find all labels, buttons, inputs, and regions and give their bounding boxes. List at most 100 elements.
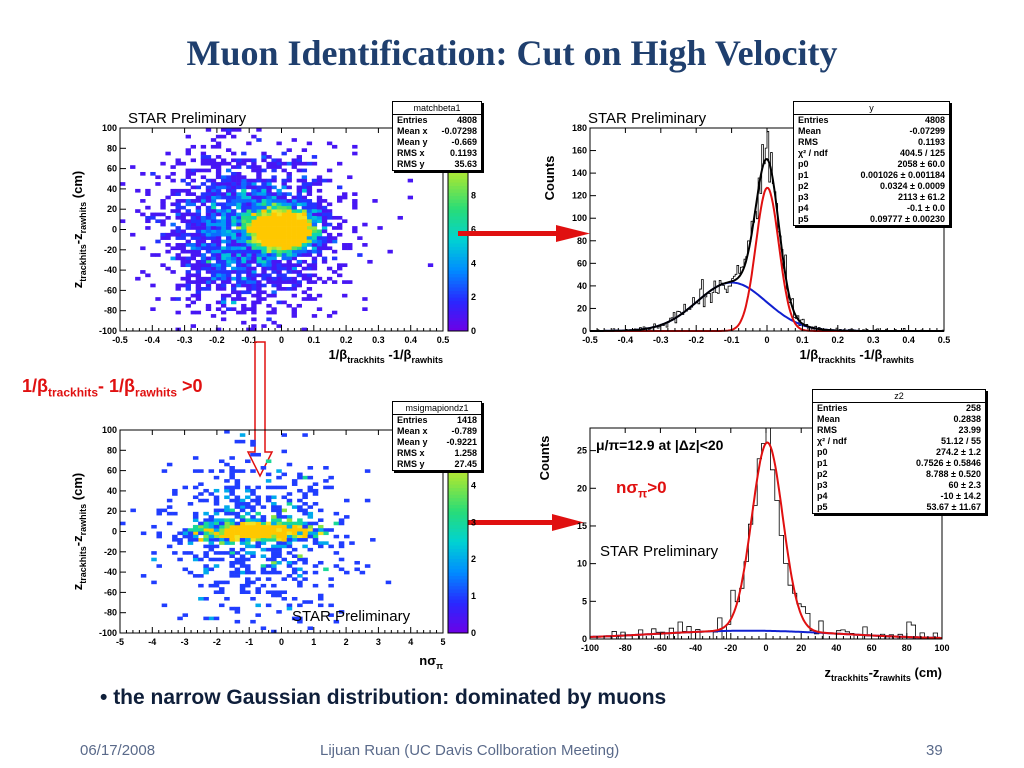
heatmap-cell [352,151,358,156]
heatmap-cell [187,531,194,536]
stat-row: p1 0.001026 ± 0.001184 [794,170,949,181]
x-tick-label: -40 [689,643,702,653]
stat-key: p1 [817,458,828,468]
heatmap-cell [266,276,272,281]
heatmap-cell [170,192,176,196]
heatmap-cell [331,144,338,149]
heatmap-cell [271,158,277,163]
heatmap-cell [231,182,237,186]
colorbar-segment [448,293,468,298]
y-tick-label: 120 [572,191,587,201]
heatmap-cell [220,246,227,251]
heatmap-cell [427,263,434,268]
colorbar-segment [448,480,468,485]
heatmap-cell [205,195,212,200]
heatmap-cell [296,273,302,278]
stat-key: p4 [798,203,809,213]
cut-label-sub2: rawhits [135,385,178,400]
heatmap-cell [321,226,328,230]
heatmap-cell [225,205,232,210]
heatmap-cell [192,534,199,539]
heatmap-cell [255,613,261,617]
heatmap-cell [291,222,297,227]
heatmap-cell [260,547,267,552]
heatmap-cell [256,243,262,247]
heatmap-cell [231,199,237,203]
heatmap-cell [224,538,230,542]
heatmap-cell [195,209,202,213]
heatmap-cell [234,524,241,529]
heatmap-cell [276,141,282,146]
heatmap-cell [205,232,212,237]
heatmap-cell [150,171,156,176]
heatmap-cell [220,253,227,257]
heatmap-cell [276,273,282,278]
colorbar-segment [448,199,468,203]
slide-title: Muon Identification: Cut on High Velocit… [186,33,838,73]
nsigma-cut-text: nσ [616,478,639,497]
stat-key: p3 [817,480,828,490]
heatmap-cell [286,270,292,274]
heatmap-cell [225,209,232,213]
heatmap-cell [261,253,267,257]
heatmap-cell [220,222,227,227]
heatmap-cell [225,168,232,173]
heatmap-cell [231,287,237,291]
heatmap-cell [213,518,220,522]
x-tick-label: -0.2 [209,335,225,345]
heatmap-cell [246,239,252,244]
heatmap-cell [281,280,287,284]
heatmap-cell [239,439,246,444]
heatmap-cell [291,209,297,213]
stat-key: RMS [817,425,837,435]
heatmap-cell [215,182,222,186]
heatmap-cell [175,310,181,315]
heatmap-cell [225,232,232,237]
heatmap-cell [291,560,298,565]
heatmap-cell [338,557,345,562]
heatmap-cell [213,521,220,526]
stat-row: p0 2058 ± 60.0 [794,159,949,170]
heatmap-cell [326,246,333,251]
heatmap-cell [296,232,302,237]
heatmap-cell [236,165,242,169]
heatmap-cell [328,577,334,581]
heatmap-cell [175,212,181,217]
heatmap-cell [218,557,225,562]
heatmap-cell [205,155,212,159]
x-tick-label: 5 [440,637,445,647]
heatmap-cell [180,249,186,254]
heatmap-cell [266,222,272,227]
heatmap-cell [145,192,151,196]
colorbar-tick-label: 4 [471,258,476,268]
stat-value: -0.07299 [909,126,945,136]
heatmap-cell [260,626,267,631]
heatmap-cell [256,287,262,291]
heatmap-cell [246,219,252,224]
right-arrow-top [458,225,590,242]
heatmap-cell [208,534,215,539]
heatmap-cell [306,229,313,234]
heatmap-cell [195,253,202,257]
heatmap-cell [236,273,242,278]
heatmap-cell [286,515,293,519]
heatmap-cell [165,243,171,247]
heatmap-cell [239,502,246,506]
heatmap-cell [190,178,197,183]
heatmap-cells [120,128,434,332]
heatmap-cell [241,161,247,166]
heatmap-cell [229,475,235,480]
stat-row: Entries 4808 [393,115,481,126]
heatmap-cell [326,202,333,207]
heatmap-cell [160,199,166,203]
heatmap-cell [276,570,282,575]
heatmap-cell [210,209,217,213]
x-tick-label: 0.2 [340,335,353,345]
heatmap-cell [140,212,146,217]
heatmap-cell [161,508,168,513]
y-axis-title: Counts [537,436,552,481]
heatmap-cell [231,232,237,237]
heatmap-cell [321,246,328,251]
heatmap-cell [205,303,212,308]
heatmap-cell [301,168,308,173]
